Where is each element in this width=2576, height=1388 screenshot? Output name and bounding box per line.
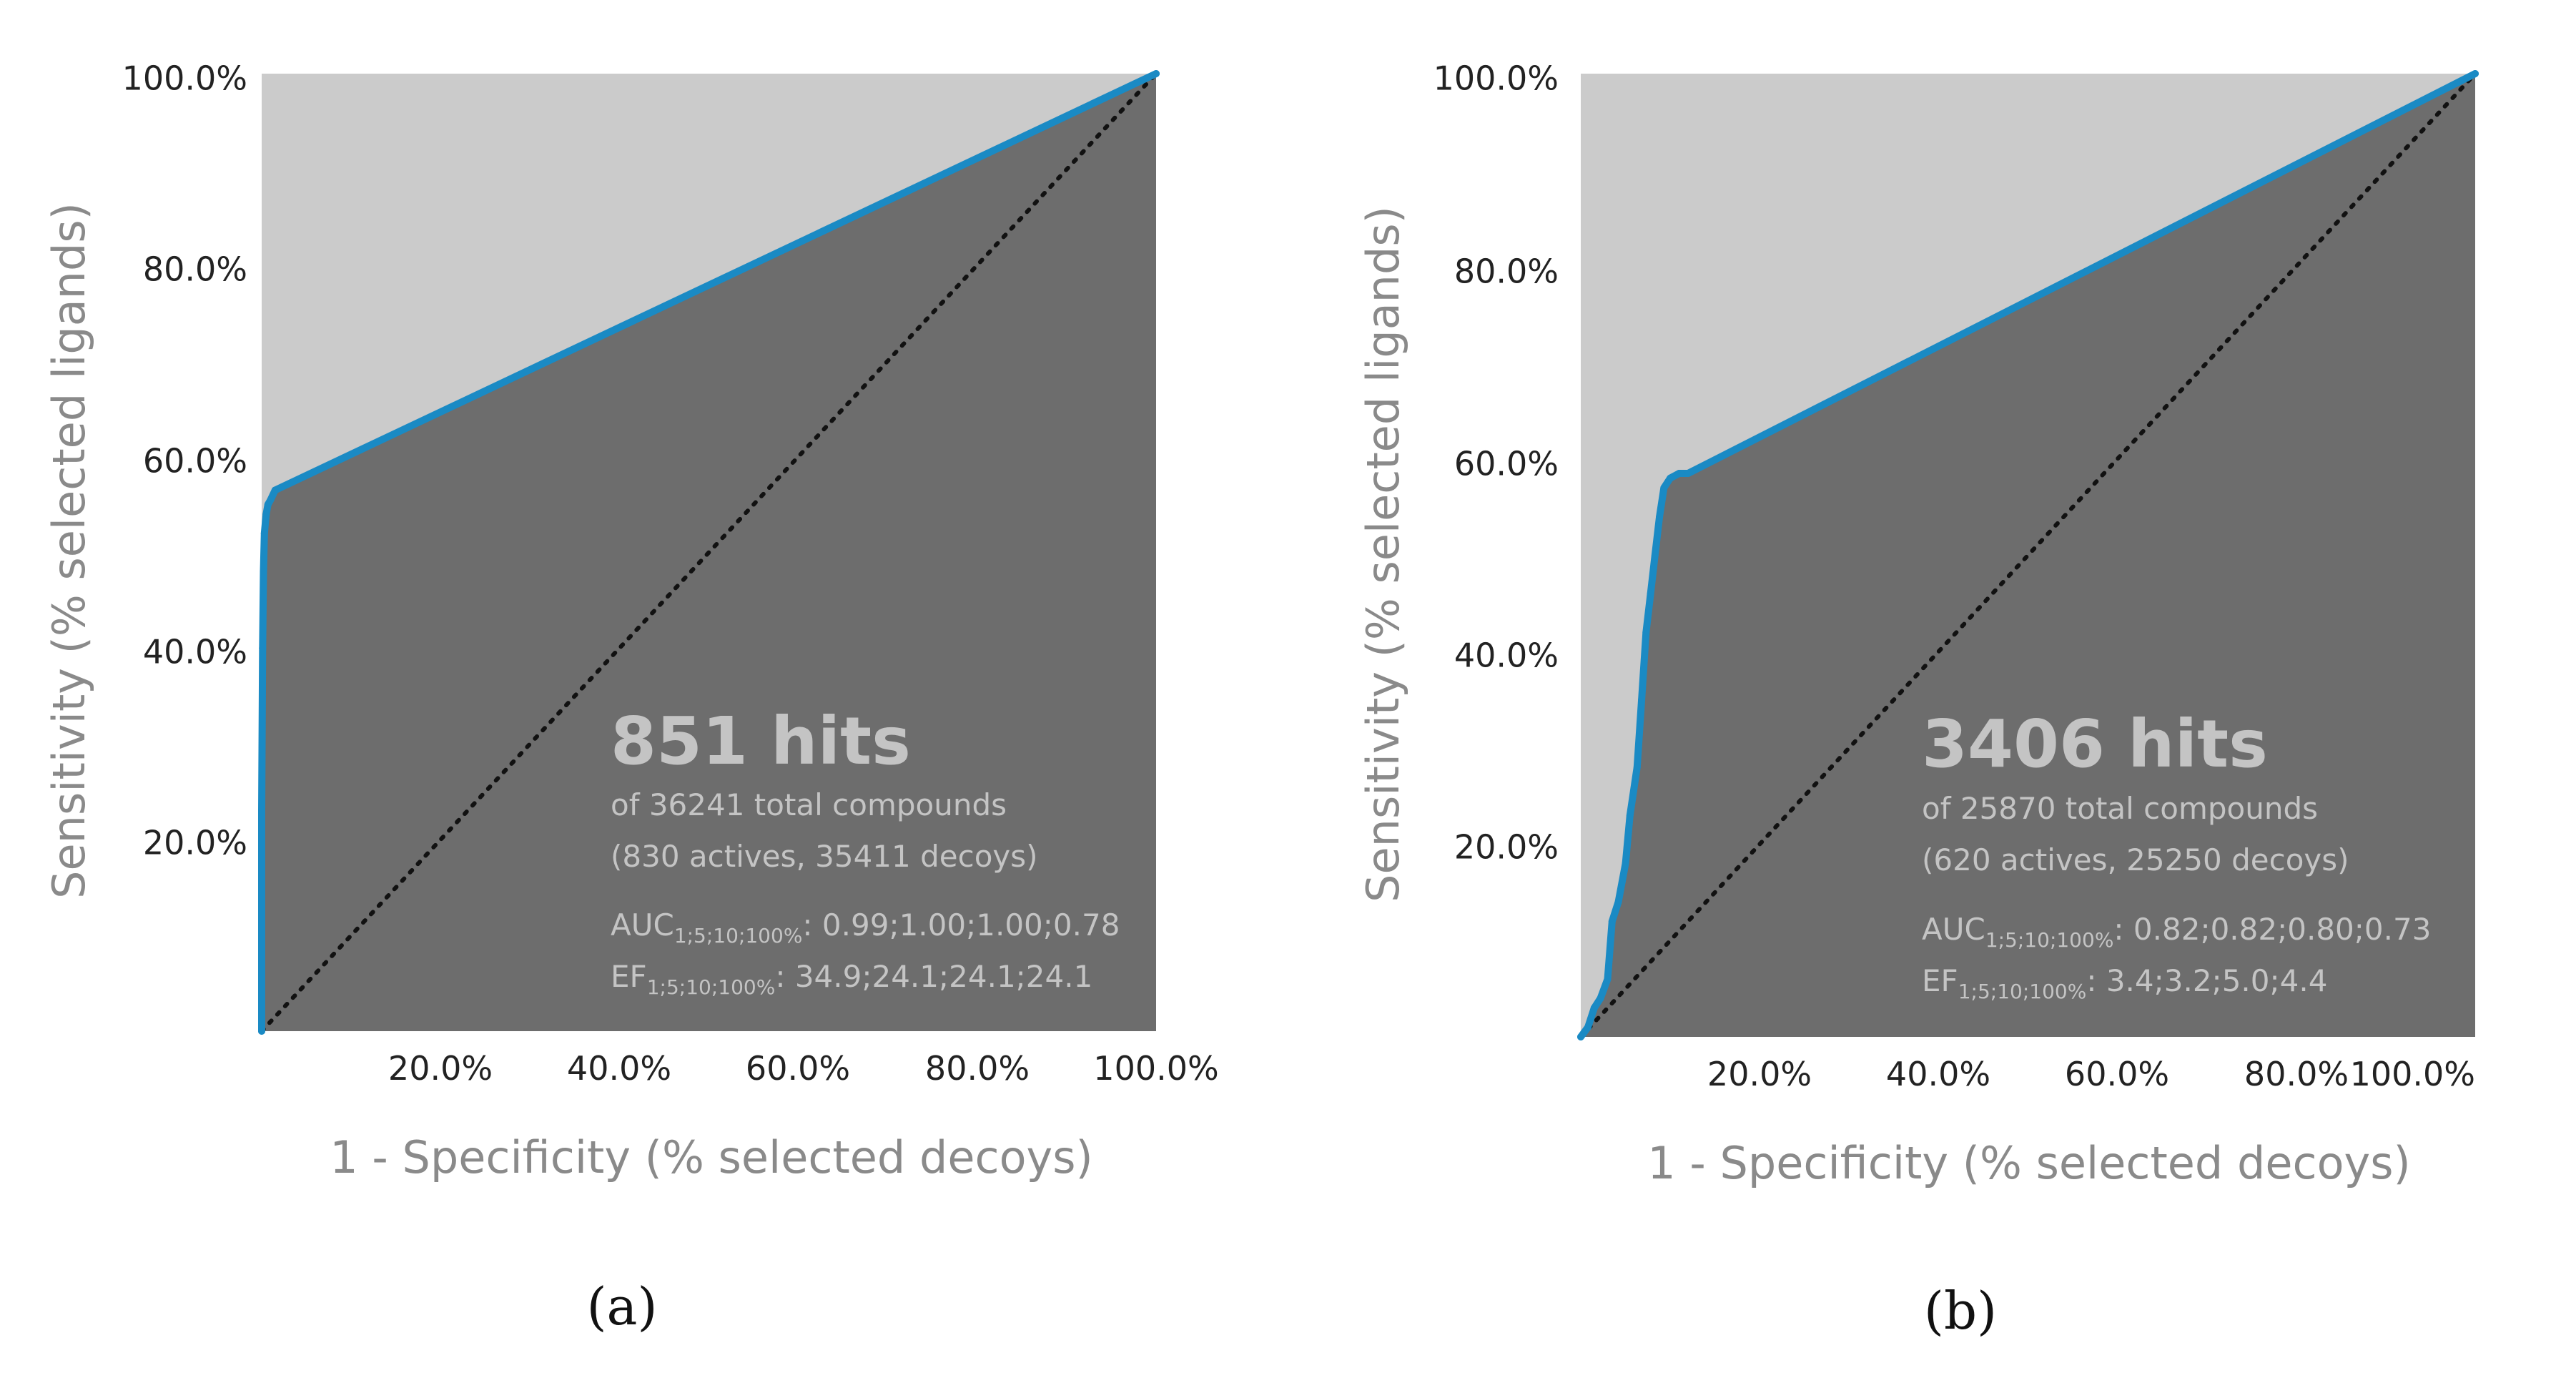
- roc-data-point: [259, 644, 267, 652]
- roc-data-point: [1647, 590, 1654, 598]
- x-tick-label: 60.0%: [746, 1049, 850, 1088]
- y-tick-label: 40.0%: [1454, 636, 1559, 675]
- roc-data-point: [1590, 1004, 1598, 1012]
- y-axis-title: Sensitivity (% selected ligands): [43, 202, 95, 899]
- y-tick-label: 100.0%: [122, 59, 247, 98]
- roc-data-point: [1651, 551, 1659, 559]
- y-tick-label: 20.0%: [1454, 828, 1559, 867]
- roc-data-point: [262, 510, 270, 518]
- roc-data-point: [1597, 995, 1604, 1003]
- x-tick-label: 20.0%: [1707, 1055, 1812, 1093]
- y-tick-label: 80.0%: [143, 250, 247, 289]
- x-tick-labels: 20.0% 40.0% 60.0% 80.0% 100.0%: [1707, 1055, 2475, 1093]
- ef-values: EF1;5;10;100%: 34.9;24.1;24.1;24.1: [611, 959, 1092, 999]
- roc-data-point: [271, 486, 279, 494]
- x-tick-label: 100.0%: [1093, 1049, 1218, 1088]
- y-axis-title: Sensitivity (% selected ligands): [1357, 206, 1409, 902]
- roc-data-point: [1638, 696, 1646, 704]
- roc-data-point: [1604, 975, 1612, 983]
- roc-data-point: [258, 807, 265, 815]
- actives-decoys: (830 actives, 35411 decoys): [611, 839, 1038, 874]
- annotation-box: 3406 hits of 25870 total compounds (620 …: [1922, 706, 2431, 1003]
- x-axis-title: 1 - Specificity (% selected decoys): [330, 1131, 1092, 1183]
- roc-data-point: [1626, 812, 1634, 819]
- roc-data-point: [1633, 763, 1641, 771]
- y-tick-label: 20.0%: [143, 824, 247, 862]
- roc-data-point: [1667, 474, 1674, 482]
- y-tick-label: 100.0%: [1433, 59, 1559, 98]
- roc-data-point: [258, 1028, 265, 1035]
- random-classifier-line: [1579, 72, 2477, 1039]
- y-tick-label: 60.0%: [1454, 445, 1559, 483]
- x-tick-label: 40.0%: [567, 1049, 671, 1088]
- roc-data-point: [1684, 470, 1692, 478]
- panel-label: (a): [586, 1276, 657, 1337]
- annotation-box: 851 hits of 36241 total compounds (830 a…: [611, 703, 1120, 999]
- x-tick-label: 20.0%: [388, 1049, 493, 1088]
- random-classifier-line: [260, 72, 1158, 1033]
- roc-data-point: [267, 496, 275, 503]
- actives-decoys: (620 actives, 25250 decoys): [1922, 842, 2349, 877]
- roc-data-point: [1656, 513, 1664, 521]
- roc-data-point: [1660, 484, 1668, 492]
- x-axis-title: 1 - Specificity (% selected decoys): [1647, 1137, 2410, 1189]
- ef-values: EF1;5;10;100%: 3.4;3.2;5.0;4.4: [1922, 963, 2327, 1003]
- x-tick-label: 80.0%: [2244, 1055, 2349, 1093]
- y-tick-label: 40.0%: [143, 633, 247, 671]
- roc-curve-points: [258, 70, 1160, 1035]
- roc-curve-points: [1577, 70, 2479, 1040]
- roc-data-point: [1614, 898, 1622, 906]
- roc-data-point: [260, 529, 268, 537]
- hits-count: 851 hits: [611, 703, 911, 779]
- roc-data-point: [2472, 70, 2479, 77]
- panel-a: 20.0% 40.0% 60.0% 80.0% 100.0% 20.0% 40.…: [43, 59, 1219, 1337]
- panel-label: (b): [1924, 1281, 1997, 1341]
- x-tick-label: 100.0%: [2350, 1055, 2475, 1093]
- roc-data-point: [1642, 629, 1650, 636]
- total-compounds: of 25870 total compounds: [1922, 791, 2318, 826]
- total-compounds: of 36241 total compounds: [611, 787, 1007, 822]
- y-tick-labels: 20.0% 40.0% 60.0% 80.0% 100.0%: [1433, 59, 1559, 867]
- roc-data-point: [1153, 70, 1160, 77]
- roc-data-point: [1675, 470, 1683, 478]
- panel-b: 20.0% 40.0% 60.0% 80.0% 100.0% 20.0% 40.…: [1357, 59, 2479, 1341]
- roc-data-point: [1577, 1033, 1584, 1040]
- auc-values: AUC1;5;10;100%: 0.82;0.82;0.80;0.73: [1922, 912, 2431, 952]
- y-tick-label: 60.0%: [143, 442, 247, 481]
- roc-data-point: [1584, 1023, 1592, 1031]
- x-tick-label: 80.0%: [925, 1049, 1030, 1088]
- auc-values: AUC1;5;10;100%: 0.99;1.00;1.00;0.78: [611, 907, 1120, 948]
- x-tick-label: 60.0%: [2065, 1055, 2169, 1093]
- y-tick-labels: 20.0% 40.0% 60.0% 80.0% 100.0%: [122, 59, 247, 862]
- hits-count: 3406 hits: [1922, 706, 2268, 782]
- roc-curve-line: [258, 70, 1160, 1035]
- roc-data-point: [260, 568, 267, 576]
- x-tick-labels: 20.0% 40.0% 60.0% 80.0% 100.0%: [388, 1049, 1219, 1088]
- roc-data-point: [1622, 860, 1629, 867]
- y-tick-label: 80.0%: [1454, 252, 1559, 291]
- roc-data-point: [1608, 917, 1616, 925]
- x-tick-label: 40.0%: [1886, 1055, 1990, 1093]
